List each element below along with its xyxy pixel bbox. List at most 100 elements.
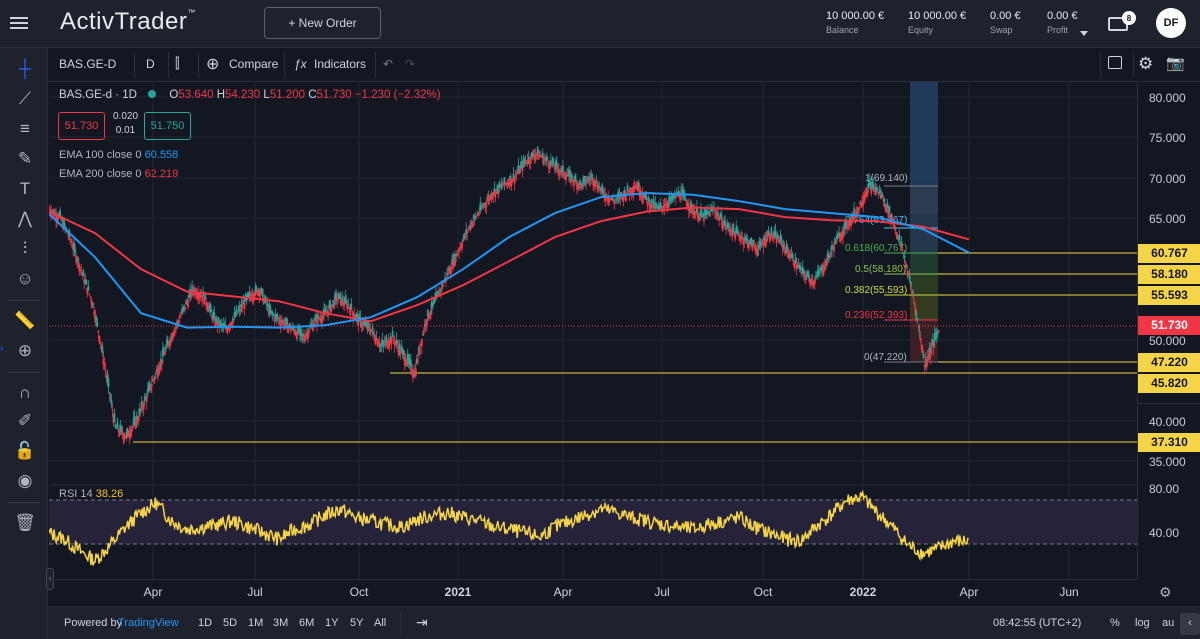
candle-body	[863, 196, 866, 200]
collapse-panel-icon[interactable]: ‹	[1180, 613, 1200, 635]
range-3m[interactable]: 3M	[273, 617, 289, 629]
candle-body	[826, 260, 828, 266]
candle-body	[138, 408, 141, 414]
magnet-icon[interactable]: ∩	[18, 383, 32, 402]
indicators-button[interactable]: Indicators	[314, 57, 367, 71]
new-order-button[interactable]: + New Order	[264, 7, 381, 39]
compare-button[interactable]: Compare	[229, 57, 279, 71]
lock-icon[interactable]: 🔓	[14, 441, 36, 460]
fib-zone-1	[910, 186, 938, 213]
add-compare-icon[interactable]: ⊕	[206, 56, 220, 73]
candle-body	[479, 203, 482, 211]
time-axis[interactable]: Apr Jul Oct 2021 Apr Jul Oct 2022 Apr Ju…	[49, 579, 1172, 606]
date-range-icon[interactable]: ⇥	[416, 614, 428, 630]
candle-body	[431, 301, 433, 309]
candle-body	[443, 281, 445, 283]
candle-body	[802, 269, 805, 274]
candles-icon[interactable]: ⫿	[175, 55, 180, 71]
interval-button[interactable]: D	[146, 57, 155, 71]
level-badge[interactable]: 55.593	[1138, 286, 1200, 305]
candle-body	[439, 289, 441, 291]
logo-text: ActivTrader	[60, 8, 188, 35]
candle-body	[96, 322, 99, 326]
candle-body	[900, 241, 903, 247]
candle-body	[837, 233, 839, 239]
symbol-search[interactable]: BAS.GE-D	[59, 57, 117, 71]
percent-toggle[interactable]: %	[1110, 617, 1120, 629]
range-1m[interactable]: 1M	[248, 617, 264, 629]
candle-body	[292, 329, 295, 331]
candle-body	[561, 167, 563, 172]
range-1d[interactable]: 1D	[198, 617, 213, 629]
ema-100-line	[49, 192, 970, 329]
avatar[interactable]: DF	[1156, 8, 1186, 38]
trash-icon[interactable]: 🗑	[14, 513, 36, 532]
candle-body	[317, 314, 319, 320]
last-price-badge[interactable]: 51.730	[1138, 316, 1200, 335]
candle-body	[672, 195, 675, 199]
candle-body	[64, 226, 67, 229]
fx-icon[interactable]: ƒx	[294, 57, 307, 71]
pattern-icon[interactable]: ⋀	[18, 209, 32, 228]
candle-body	[211, 314, 214, 321]
ruler-icon[interactable]: 📏	[14, 311, 36, 330]
range-5y[interactable]: 5Y	[350, 617, 364, 629]
legend-title[interactable]: BAS.GE-d · 1D	[59, 89, 137, 101]
fib-tool-icon[interactable]: ≡	[20, 119, 30, 138]
auto-toggle[interactable]: au	[1162, 617, 1175, 629]
ema-200-legend[interactable]: EMA 200 close 0 62.219	[59, 168, 178, 180]
emoji-icon[interactable]: ☺	[16, 269, 34, 288]
candle-body	[385, 337, 388, 343]
crosshair-icon[interactable]: ┼	[18, 59, 32, 78]
candle-body	[180, 315, 182, 317]
trend-line-icon[interactable]: ⟋	[19, 89, 31, 108]
candle-body	[898, 235, 901, 241]
log-toggle[interactable]: log	[1135, 617, 1150, 629]
range-all[interactable]: All	[374, 617, 387, 629]
tradingview-link[interactable]: TradingView	[118, 617, 179, 629]
undo-icon[interactable]: ↶	[383, 57, 394, 71]
candle-body	[134, 421, 137, 429]
level-badge[interactable]: 60.767	[1138, 244, 1200, 263]
candle-body	[935, 331, 938, 336]
range-1y[interactable]: 1Y	[325, 617, 339, 629]
camera-icon[interactable]: 📷	[1166, 55, 1185, 72]
time-tick: Oct	[753, 585, 773, 599]
buy-price-button[interactable]: 51.750	[144, 112, 191, 140]
text-icon[interactable]: T	[19, 179, 31, 198]
candle-body	[281, 320, 284, 322]
rsi-legend[interactable]: RSI 14 38.26	[59, 488, 123, 500]
sell-price-button[interactable]: 51.730	[58, 112, 105, 140]
level-badge[interactable]: 37.310	[1138, 433, 1200, 452]
time-tick: Apr	[143, 585, 163, 599]
sidebar-handle-icon[interactable]: ›	[0, 343, 4, 354]
ema-100-legend[interactable]: EMA 100 close 0 60.558	[59, 149, 178, 161]
lock-drawing-icon[interactable]: ✐	[17, 411, 33, 430]
price-chart[interactable]: 1(69.140) 0.764(63.967) 0.618(60.767) 0.…	[49, 82, 1137, 579]
level-badge[interactable]: 47.220	[1138, 353, 1200, 372]
candle-body	[347, 304, 350, 306]
brush-icon[interactable]: ✎	[17, 149, 33, 168]
candle-body	[74, 249, 77, 253]
range-6m[interactable]: 6M	[299, 617, 315, 629]
candle-body	[88, 293, 91, 295]
chevron-down-icon[interactable]	[1080, 31, 1088, 36]
fullscreen-icon[interactable]	[1108, 56, 1122, 69]
zoom-icon[interactable]: ⊕	[17, 341, 33, 360]
candle-body	[213, 312, 216, 320]
rsi-tick: 80.00	[1149, 482, 1180, 496]
settings-gear-icon[interactable]: ⚙	[1138, 54, 1154, 73]
candle-body	[514, 175, 517, 177]
candle-body	[78, 264, 81, 272]
menu-icon[interactable]	[10, 14, 28, 32]
clock[interactable]: 08:42:55 (UTC+2)	[993, 617, 1082, 629]
range-5d[interactable]: 5D	[223, 617, 238, 629]
redo-icon[interactable]: ↷	[405, 57, 416, 71]
level-badge[interactable]: 58.180	[1138, 265, 1200, 284]
candle-body	[685, 201, 688, 208]
prediction-icon[interactable]: ⫶	[22, 239, 28, 258]
price-axis[interactable]: 80.000 75.000 70.000 65.000 50.000 40.00…	[1137, 82, 1200, 579]
eye-icon[interactable]: ◉	[17, 471, 33, 490]
axis-settings-icon[interactable]: ⚙	[1159, 584, 1172, 600]
level-badge[interactable]: 45.820	[1138, 374, 1200, 393]
